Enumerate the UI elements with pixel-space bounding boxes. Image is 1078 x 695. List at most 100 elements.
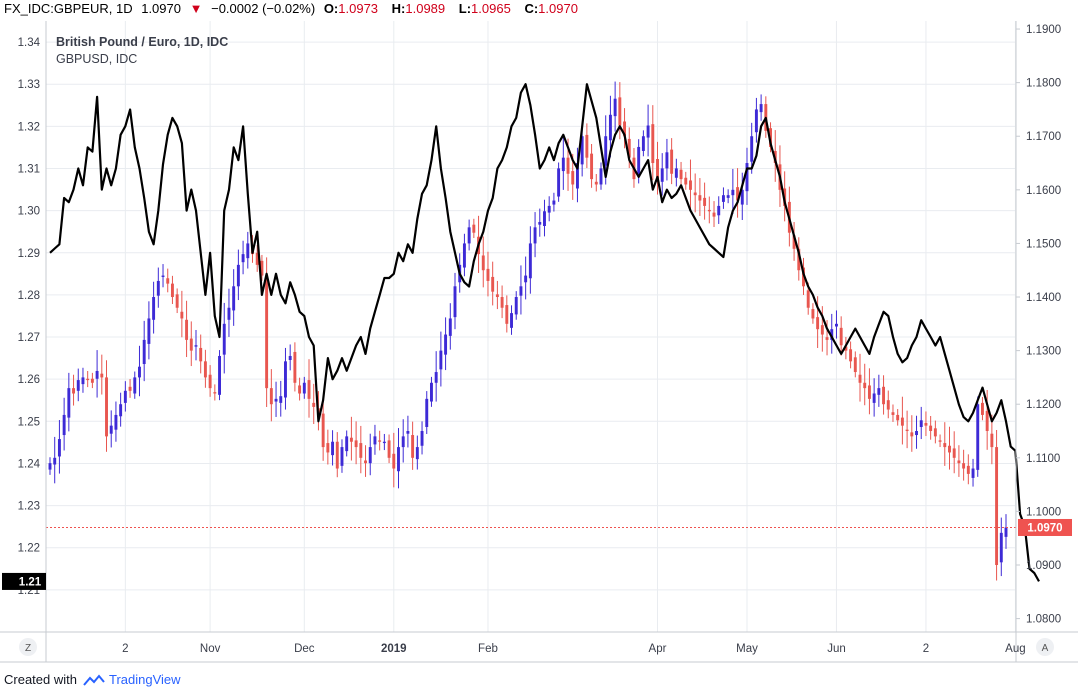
left-tick-label: 1.26 <box>18 374 40 386</box>
x-tick-label: 2019 <box>381 643 407 655</box>
candle-body <box>736 187 740 201</box>
candle-body <box>100 373 104 378</box>
candle-body <box>985 410 989 432</box>
candle-body <box>703 197 707 206</box>
candle-body <box>284 361 287 398</box>
candle-body <box>472 224 476 233</box>
left-tick-label: 1.23 <box>18 501 40 513</box>
candle-body <box>147 318 151 344</box>
candle-body <box>180 311 184 319</box>
candle-body <box>816 317 820 330</box>
candle-body <box>349 437 353 442</box>
tradingview-brand[interactable]: TradingView <box>108 672 181 687</box>
candle-body <box>491 276 495 292</box>
candle-body <box>326 443 330 453</box>
legend-title[interactable]: British Pound / Euro, 1D, IDC <box>56 35 228 49</box>
candle-body <box>345 436 349 452</box>
candle-body <box>279 396 283 403</box>
candle-body <box>331 441 335 456</box>
candle-body <box>717 205 721 216</box>
candle-body <box>604 136 608 166</box>
x-tick-label: Apr <box>649 643 667 655</box>
candle-body <box>561 157 565 172</box>
candle-body <box>194 345 198 347</box>
left-last-badge <box>2 572 46 590</box>
candle-body <box>943 443 947 448</box>
candle-body <box>406 431 410 434</box>
left-tick-label: 1.31 <box>18 163 40 175</box>
candle-body <box>990 433 994 448</box>
candle-body <box>208 374 212 389</box>
legend-subtitle[interactable]: GBPUSD, IDC <box>56 52 137 66</box>
candle-body <box>585 134 589 158</box>
candle-body <box>665 152 669 169</box>
candle-body <box>222 323 226 355</box>
candle-body <box>354 440 358 448</box>
candle-body <box>62 414 66 436</box>
candle-body <box>260 260 264 276</box>
right-last-badge <box>1018 518 1072 536</box>
right-tick-label: 1.1600 <box>1026 185 1061 197</box>
candle-body <box>335 441 339 469</box>
candle-body <box>378 440 382 442</box>
candle-body <box>232 286 236 311</box>
candle-body <box>759 104 763 113</box>
auto-scale-button[interactable] <box>1036 638 1054 656</box>
left-scale-button-label[interactable]: Z <box>25 643 31 654</box>
symbol-label[interactable]: FX_IDC:GBPEUR, 1D <box>4 1 133 16</box>
candle-body <box>684 177 688 185</box>
candle-body <box>623 121 627 137</box>
candle-body <box>552 200 556 205</box>
candle-body <box>896 414 900 421</box>
candle-body <box>481 255 485 271</box>
last-price: 1.0970 <box>141 1 181 16</box>
candle-body <box>524 275 528 283</box>
candle-body <box>750 136 754 162</box>
candle-body <box>274 398 278 402</box>
candle-body <box>999 532 1003 563</box>
candle-body <box>364 460 367 464</box>
candle-body <box>1004 527 1008 537</box>
left-tick-label: 1.28 <box>18 290 40 302</box>
close-label: C: <box>524 1 539 16</box>
right-tick-label: 1.1400 <box>1026 292 1061 304</box>
high-value: 1.0989 <box>405 1 446 16</box>
candle-body <box>156 280 160 296</box>
candle-body <box>651 124 655 164</box>
candle-body <box>933 428 937 437</box>
candle-body <box>288 355 292 360</box>
candle-body <box>387 440 391 458</box>
low-value: 1.0965 <box>471 1 511 16</box>
candle-body <box>514 297 518 315</box>
symbol-header: FX_IDC:GBPEUR, 1D 1.0970 ▼ −0.0002 (−0.0… <box>4 1 588 19</box>
auto-scale-button-label[interactable]: A <box>1042 643 1049 654</box>
candle-body <box>90 378 94 383</box>
candle-body <box>128 386 132 391</box>
candle-body <box>547 205 551 213</box>
candle-body <box>608 114 612 141</box>
candle-body <box>439 350 443 370</box>
candle-body <box>448 318 452 336</box>
candle-body <box>915 431 918 436</box>
candle-body <box>938 440 942 442</box>
candle-body <box>302 382 306 394</box>
candle-body <box>382 441 386 444</box>
candle-body <box>321 413 325 448</box>
right-price-axis[interactable]: 1.1900 1.1800 1.1700 1.1600 1.1500 1.1400 1.13… <box>1016 24 1061 626</box>
candle-body <box>368 447 372 464</box>
candle-body <box>434 372 438 383</box>
left-scale-button[interactable] <box>19 638 37 656</box>
created-with-label: Created with <box>4 672 77 687</box>
time-axis[interactable]: 2 Nov Dec 2019 Feb Apr May Jun 2 Aug <box>122 643 1026 655</box>
candle-body <box>152 297 156 320</box>
candle-body <box>844 346 848 351</box>
left-price-axis[interactable]: 1.34 1.33 1.32 1.31 1.30 1.29 1.28 1.27 1.26 1.25… <box>18 37 41 597</box>
candle-body <box>754 109 758 133</box>
candle-body <box>133 377 137 394</box>
candle-body <box>886 400 890 410</box>
candle-body <box>590 153 594 180</box>
candle-body <box>53 457 57 465</box>
tradingview-logo-icon[interactable] <box>83 673 105 686</box>
candle-body <box>185 319 189 340</box>
